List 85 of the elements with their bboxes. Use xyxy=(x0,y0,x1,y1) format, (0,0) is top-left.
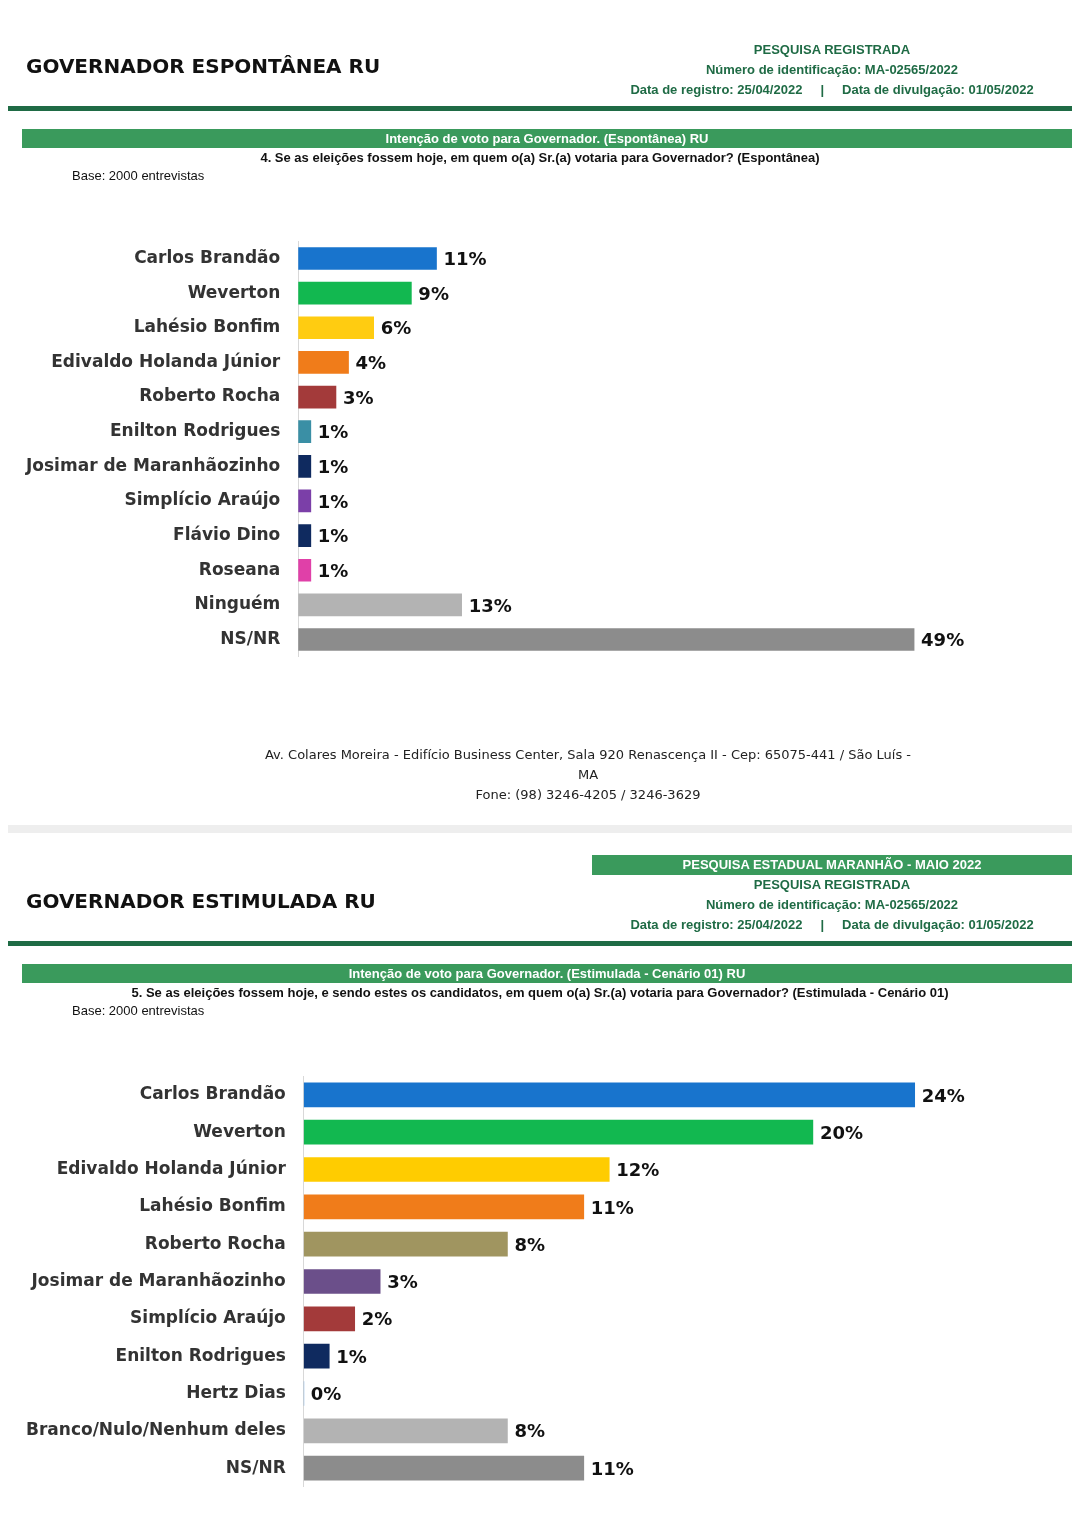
y-tick-label: Lahésio Bonfim xyxy=(139,1195,286,1216)
data-label: 1% xyxy=(317,455,349,477)
text: 4. Se as eleições fossem hoje, em quem o(a) Sr.(a) votaria para Governador? (Espontânea) xyxy=(259,149,821,167)
bar xyxy=(298,628,915,651)
text: PESQUISA REGISTRADA xyxy=(752,876,912,894)
data-label: 8% xyxy=(514,1233,545,1255)
data-label: 2% xyxy=(361,1308,393,1330)
text: GOVERNADOR ESTIMULADA RU xyxy=(26,889,376,913)
y-tick-label: Josimar de Maranhãozinho xyxy=(25,454,281,475)
y-tick-label: Branco/Nulo/Nenhum deles xyxy=(25,1419,286,1440)
bar xyxy=(298,454,312,478)
bar xyxy=(303,1306,356,1332)
data-label: 1% xyxy=(317,559,349,581)
bar xyxy=(298,489,312,513)
bar xyxy=(298,385,337,409)
data-label: 1% xyxy=(317,525,349,547)
bar xyxy=(303,1194,585,1220)
data-label: 12% xyxy=(616,1159,660,1181)
y-tick-label: Simplício Araújo xyxy=(130,1307,286,1328)
chart-title: Intenção de voto para Governador. (Estimulada - Cenário 01) RU xyxy=(22,964,1072,983)
data-label: 1% xyxy=(336,1345,367,1367)
y-tick-label: Edivaldo Holanda Júnior xyxy=(51,350,281,371)
bar xyxy=(303,1269,381,1294)
y-tick-label: Weverton xyxy=(187,281,281,302)
y-tick-label: Flávio Dino xyxy=(173,524,281,545)
text: GOVERNADOR ESPONTÂNEA RU xyxy=(26,54,381,78)
data-label: 3% xyxy=(387,1271,418,1293)
bar xyxy=(303,1157,610,1182)
data-label: 13% xyxy=(468,594,512,616)
y-tick-label: Edivaldo Holanda Júnior xyxy=(56,1157,287,1178)
data-label: 11% xyxy=(590,1196,634,1218)
text: Base: 2000 entrevistas xyxy=(72,168,206,183)
chart-subtitle: PESQUISA ESTADUAL MARANHÃO - MAIO 2022 xyxy=(592,855,1072,875)
data-label: 0% xyxy=(310,1383,342,1405)
data-label: 9% xyxy=(418,282,449,304)
y-tick-label: Roseana xyxy=(198,558,281,579)
text: Data de registro: 25/04/2022 | Data de divulgação: 01/05/2022 xyxy=(629,81,1035,99)
y-tick-label: Enilton Rodrigues xyxy=(110,420,281,441)
text: Número de identificação: MA-02565/2022 xyxy=(704,61,960,79)
bar xyxy=(298,281,412,305)
bar xyxy=(303,1082,916,1108)
text: Fone: (98) 3246-4205 / 3246-3629 xyxy=(474,786,702,804)
data-label: 11% xyxy=(443,248,487,270)
data-label: 8% xyxy=(514,1420,545,1442)
bar xyxy=(298,558,312,582)
y-tick-label: Roberto Rocha xyxy=(144,1232,286,1253)
y-tick-label: Carlos Brandão xyxy=(134,246,281,267)
bar xyxy=(298,351,349,374)
data-label: 49% xyxy=(921,629,965,651)
bar xyxy=(303,1343,330,1369)
data-label: 3% xyxy=(342,386,374,408)
text: PESQUISA REGISTRADA xyxy=(752,41,912,59)
y-tick-label: Lahésio Bonfim xyxy=(133,316,281,337)
bar xyxy=(303,1455,585,1481)
bar xyxy=(298,247,437,270)
data-label: 4% xyxy=(355,352,387,374)
bar xyxy=(298,524,312,547)
text: Data de registro: 25/04/2022 | Data de divulgação: 01/05/2022 xyxy=(629,916,1035,934)
text: Base: 2000 entrevistas xyxy=(72,1003,206,1018)
y-tick-label: Hertz Dias xyxy=(186,1381,286,1402)
bar xyxy=(303,1119,814,1145)
bar xyxy=(303,1418,508,1444)
data-label: 24% xyxy=(921,1084,965,1106)
bar xyxy=(298,593,462,617)
y-tick-label: Roberto Rocha xyxy=(139,385,281,406)
text: Av. Colares Moreira - Edifício Business Center, Sala 920 Renascença II - Cep: 65075-441 / São Luís - MA xyxy=(264,746,912,784)
y-tick-label: NS/NR xyxy=(220,627,281,648)
y-tick-label: Weverton xyxy=(193,1120,286,1141)
data-label: 6% xyxy=(380,317,412,339)
data-label: 1% xyxy=(317,421,349,443)
y-tick-label: Enilton Rodrigues xyxy=(115,1344,286,1365)
y-tick-label: Josimar de Maranhãozinho xyxy=(30,1269,286,1290)
bar xyxy=(298,420,312,444)
bar xyxy=(298,316,374,340)
y-tick-label: Carlos Brandão xyxy=(139,1083,286,1104)
bar xyxy=(303,1231,508,1257)
text: 5. Se as eleições fossem hoje, e sendo estes os candidatos, em quem o(a) Sr.(a) votaria para Governador? (Estimulada - Cenário 01) xyxy=(130,984,950,1002)
y-tick-label: NS/NR xyxy=(225,1456,286,1477)
data-label: 11% xyxy=(590,1457,634,1479)
chart-title: Intenção de voto para Governador. (Espontânea) RU xyxy=(22,129,1072,148)
y-tick-label: Simplício Araújo xyxy=(124,489,281,510)
data-label: 1% xyxy=(317,490,349,512)
data-label: 20% xyxy=(819,1121,863,1143)
y-tick-label: Ninguém xyxy=(194,593,281,614)
text: Número de identificação: MA-02565/2022 xyxy=(704,896,960,914)
